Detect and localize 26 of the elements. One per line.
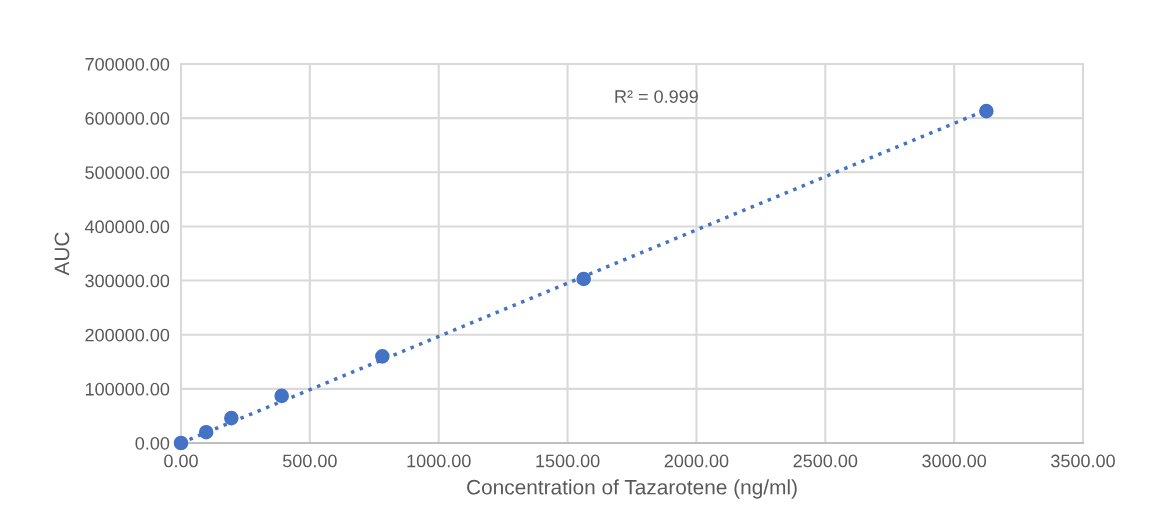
x-tick-label: 3500.00 bbox=[1051, 454, 1115, 468]
y-tick-label: 600000.00 bbox=[85, 112, 170, 125]
point bbox=[979, 103, 994, 119]
y-tick-label: 0.00 bbox=[135, 436, 170, 450]
point bbox=[274, 388, 289, 404]
x-tick-label: 1500.00 bbox=[536, 454, 600, 468]
y-tick-label: 500000.00 bbox=[85, 166, 170, 180]
point bbox=[198, 424, 214, 440]
x-tick-label: 1000.00 bbox=[407, 454, 471, 468]
point bbox=[576, 271, 591, 287]
x-tick-label: 500.00 bbox=[282, 454, 337, 468]
annotation: R² = 0.999 bbox=[615, 90, 698, 103]
point bbox=[224, 410, 239, 426]
x-axis-title: Concentration of Tazarotene (ng/ml) bbox=[467, 479, 797, 499]
y-tick-label: 100000.00 bbox=[85, 382, 170, 396]
x-tick-label: 2500.00 bbox=[793, 454, 858, 468]
x-tick-label: 3000.00 bbox=[922, 454, 987, 468]
y-axis-title: AUC bbox=[54, 232, 70, 276]
x-tick-label: 2000.00 bbox=[664, 454, 729, 468]
y-tick-label: 300000.00 bbox=[85, 274, 170, 288]
y-tick-label: 200000.00 bbox=[85, 328, 170, 342]
point bbox=[173, 435, 189, 451]
x-tick-label: 0.00 bbox=[164, 454, 198, 468]
y-tick-label: 400000.00 bbox=[84, 220, 170, 234]
y-tick-label: 700000.00 bbox=[85, 57, 170, 71]
point bbox=[375, 349, 390, 364]
